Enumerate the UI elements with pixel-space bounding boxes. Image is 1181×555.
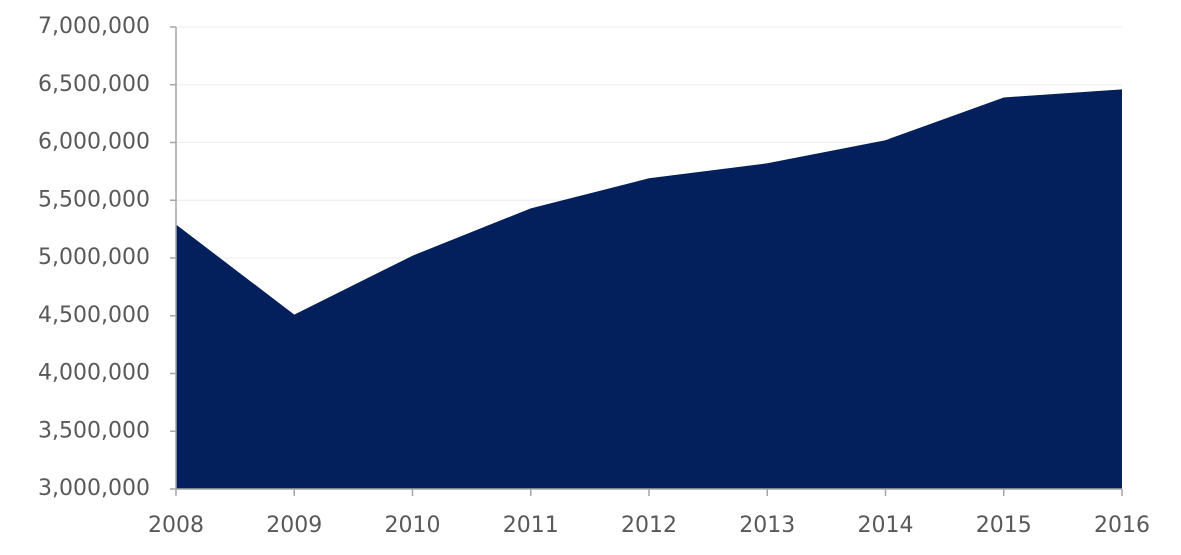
y-tick-label: 7,000,000 [38, 14, 150, 39]
x-tick-label: 2014 [858, 513, 914, 538]
x-tick-label: 2012 [621, 513, 677, 538]
area [176, 89, 1122, 490]
x-tick-label: 2010 [385, 513, 441, 538]
y-tick-label: 5,000,000 [38, 245, 150, 270]
y-tick-label: 6,000,000 [38, 130, 150, 155]
y-tick-label: 3,000,000 [38, 476, 150, 501]
y-tick-label: 4,000,000 [38, 361, 150, 386]
x-tick-label: 2008 [148, 513, 204, 538]
y-tick-label: 4,500,000 [38, 303, 150, 328]
x-tick-label: 2016 [1094, 513, 1150, 538]
x-tick-label: 2015 [976, 513, 1032, 538]
x-tick-label: 2009 [266, 513, 322, 538]
y-tick-label: 6,500,000 [38, 72, 150, 97]
x-tick-label: 2011 [503, 513, 559, 538]
y-tick-label: 3,500,000 [38, 418, 150, 443]
x-tick-label: 2013 [739, 513, 795, 538]
y-tick-label: 5,500,000 [38, 187, 150, 212]
